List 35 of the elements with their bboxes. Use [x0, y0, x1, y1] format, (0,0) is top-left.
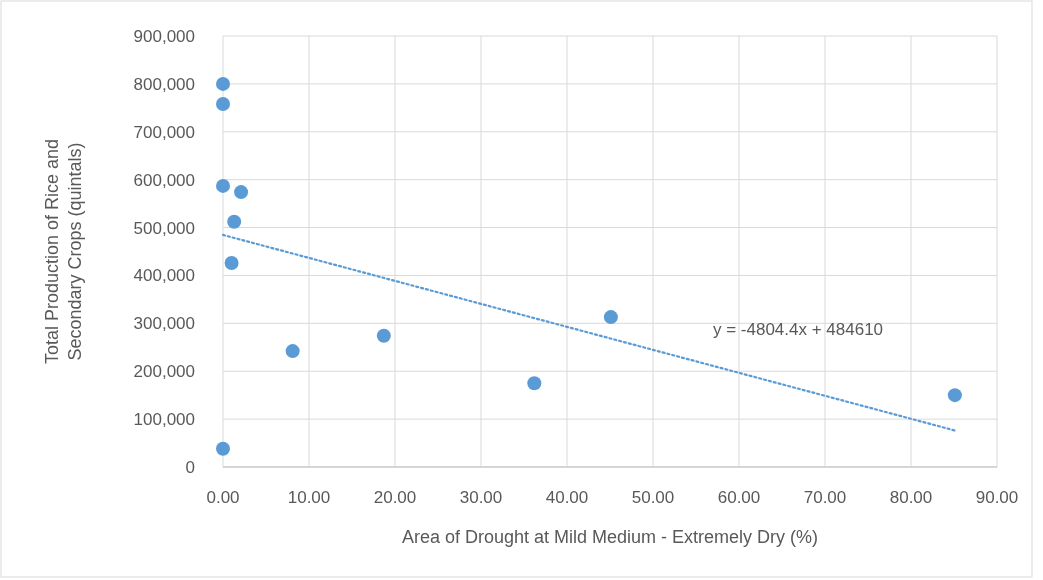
point [376, 328, 391, 343]
x-tick-label: 70.00 [803, 488, 847, 507]
y-tick-label: 500,000 [133, 218, 195, 238]
x-tick-label: 60.00 [717, 488, 761, 507]
y-tick-label: 900,000 [133, 26, 195, 46]
y-tick-label: 600,000 [133, 170, 195, 190]
point [234, 185, 249, 200]
point [227, 214, 242, 229]
y-tick-label: 400,000 [133, 266, 195, 286]
x-tick-label: 80.00 [889, 488, 933, 507]
point [527, 376, 542, 391]
x-tick-label: 10.00 [287, 488, 331, 507]
point [947, 388, 962, 403]
annotation: y = -4804.4x + 484610 [712, 320, 884, 340]
point [285, 344, 300, 359]
point [603, 310, 618, 325]
y-tick-label: 300,000 [133, 314, 195, 334]
x-tick-label: 30.00 [459, 488, 503, 507]
point [216, 97, 230, 111]
y-axis-title: Total Production of Rice and Secondary Crops (quintals) [42, 138, 85, 365]
point [216, 441, 230, 456]
x-axis-title: Area of Drought at Mild Medium - Extremely Dry (%) [401, 527, 819, 547]
x-tick-label: 50.00 [631, 488, 675, 507]
y-tick-label: 200,000 [133, 362, 195, 382]
x-tick-label: 90.00 [975, 488, 1019, 507]
point [216, 76, 230, 91]
x-tick-label: 40.00 [545, 488, 589, 507]
y-tick-label: 800,000 [133, 74, 195, 94]
point [216, 178, 230, 193]
x-tick-label: 0.00 [206, 488, 240, 507]
y-tick-label: 700,000 [133, 122, 195, 142]
point [224, 255, 239, 270]
x-tick-label: 20.00 [373, 488, 417, 507]
y-tick-label: 0 [185, 457, 195, 477]
y-tick-label: 100,000 [133, 410, 195, 430]
